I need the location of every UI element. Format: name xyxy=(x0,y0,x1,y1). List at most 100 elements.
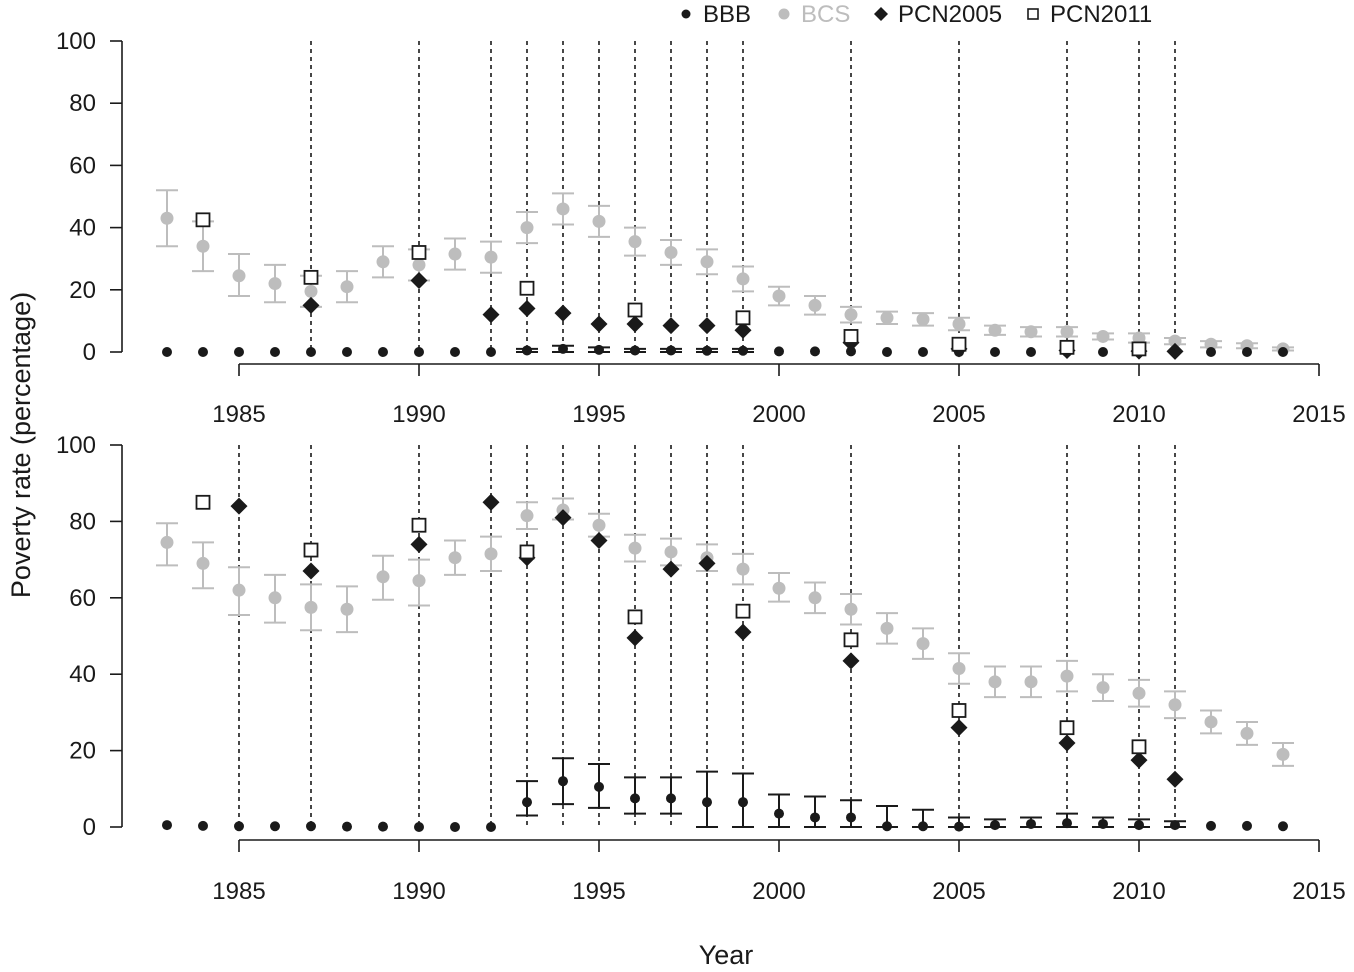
data-point-bcs xyxy=(448,247,462,261)
data-point-bbb xyxy=(882,821,892,832)
data-point-bbb xyxy=(630,345,640,356)
data-point-pcn2005 xyxy=(1058,734,1076,752)
data-point-bcs xyxy=(520,509,534,523)
data-point-bbb xyxy=(882,347,892,357)
data-point-pcn2011 xyxy=(627,609,643,625)
data-point-pcn2005 xyxy=(230,497,248,515)
data-point-bbb xyxy=(666,345,676,356)
data-point-pcn2005 xyxy=(626,315,644,333)
data-point-pcn2011 xyxy=(195,494,211,510)
data-point-bcs xyxy=(1060,669,1074,683)
data-point-bcs xyxy=(160,535,174,549)
data-point-bcs xyxy=(1168,334,1182,348)
data-point-bcs xyxy=(1204,715,1218,729)
legend-label-pcn2011: PCN2011 xyxy=(1050,1,1152,28)
data-point-pcn2011 xyxy=(411,245,427,260)
data-point-bbb xyxy=(1134,820,1144,831)
data-point-bcs xyxy=(1024,325,1038,339)
data-point-bcs xyxy=(232,269,246,283)
data-point-pcn2005 xyxy=(302,296,320,314)
data-point-bcs xyxy=(1096,329,1110,343)
data-point-pcn2005 xyxy=(698,554,716,572)
data-point-bbb xyxy=(1026,347,1036,357)
data-point-bcs xyxy=(628,541,642,555)
data-point-bcs xyxy=(520,221,534,235)
data-point-bbb xyxy=(486,347,496,357)
data-point-bcs xyxy=(1276,747,1290,761)
data-point-bbb xyxy=(198,820,208,831)
data-point-pcn2005 xyxy=(590,532,608,549)
data-point-bbb xyxy=(774,346,784,357)
data-point-pcn2005 xyxy=(482,306,500,324)
data-point-bbb xyxy=(990,347,1000,357)
data-point-pcn2011 xyxy=(519,280,535,296)
data-point-bbb xyxy=(198,347,208,357)
data-point-bbb xyxy=(630,793,640,804)
data-point-bcs xyxy=(340,602,354,616)
y-tick-label: 100 xyxy=(56,28,96,55)
data-point-pcn2011 xyxy=(519,544,535,560)
data-point-bbb xyxy=(450,347,460,357)
data-point-bcs xyxy=(1240,726,1254,740)
x-tick-label: 1985 xyxy=(212,878,265,905)
data-point-bcs xyxy=(340,280,354,294)
data-point-bbb xyxy=(738,797,748,808)
y-tick-label: 60 xyxy=(69,152,96,179)
data-point-bcs xyxy=(952,661,966,675)
data-point-bcs xyxy=(268,591,282,605)
x-tick-label: 1985 xyxy=(212,401,265,428)
data-point-pcn2011 xyxy=(195,212,211,228)
data-point-bcs xyxy=(988,675,1002,689)
x-tick-label: 2005 xyxy=(932,878,985,905)
y-tick-label: 100 xyxy=(56,432,96,459)
x-tick-label: 1990 xyxy=(392,401,445,428)
x-tick-label: 2005 xyxy=(932,401,985,428)
data-point-bbb xyxy=(846,346,856,357)
data-point-bbb xyxy=(954,821,964,832)
data-point-pcn2005 xyxy=(842,652,860,670)
data-point-pcn2005 xyxy=(662,560,680,578)
data-point-pcn2011 xyxy=(951,703,967,718)
y-tick-label: 80 xyxy=(69,508,96,535)
data-point-bcs xyxy=(412,574,426,588)
x-tick-label: 1995 xyxy=(572,401,625,428)
data-point-bbb xyxy=(810,812,820,823)
data-point-bbb xyxy=(1206,820,1216,831)
data-point-bbb xyxy=(162,820,172,831)
data-point-pcn2011 xyxy=(303,542,319,558)
y-axis-title: Poverty rate (percentage) xyxy=(6,292,36,598)
data-point-bbb xyxy=(162,347,172,357)
data-point-bbb xyxy=(306,821,316,832)
data-point-bcs xyxy=(736,562,750,576)
legend-marker-pcn2011 xyxy=(1027,8,1039,20)
data-point-bbb xyxy=(234,821,244,832)
data-point-bcs xyxy=(1024,675,1038,689)
legend-label-bcs: BCS xyxy=(801,1,850,28)
data-point-bbb xyxy=(774,808,784,819)
data-point-pcn2011 xyxy=(1131,739,1147,755)
data-point-bcs xyxy=(1132,331,1146,345)
series-bcs xyxy=(156,497,1294,767)
top-panel: 0 20 40 60 80 100 1985 1990 1995 2000 2005 2010 2015 xyxy=(56,28,1346,428)
data-point-bcs xyxy=(592,214,606,228)
data-point-pcn2011 xyxy=(627,302,643,318)
x-tick-label: 2015 xyxy=(1292,878,1345,905)
data-point-bcs xyxy=(844,308,858,322)
y-tick-label: 20 xyxy=(69,277,96,304)
data-point-bbb xyxy=(846,812,856,823)
data-point-pcn2011 xyxy=(735,310,751,326)
data-point-pcn2005 xyxy=(1130,751,1148,769)
data-point-bcs xyxy=(592,518,606,532)
x-axis-title: Year xyxy=(699,940,754,970)
data-point-bcs xyxy=(736,272,750,286)
data-point-bbb xyxy=(810,346,820,357)
data-point-pcn2005 xyxy=(1166,770,1184,788)
x-tick-label: 1995 xyxy=(572,878,625,905)
data-point-bcs xyxy=(1204,337,1218,351)
data-point-bcs xyxy=(916,637,930,651)
data-point-bbb xyxy=(306,347,316,357)
data-point-bcs xyxy=(196,556,210,570)
data-point-bcs xyxy=(1096,681,1110,695)
data-point-bbb xyxy=(522,797,532,808)
data-point-bbb xyxy=(414,822,424,832)
